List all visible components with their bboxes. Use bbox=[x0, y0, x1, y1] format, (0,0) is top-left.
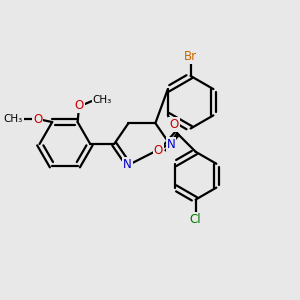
Text: N: N bbox=[123, 158, 132, 171]
Text: Br: Br bbox=[184, 50, 197, 63]
Text: Cl: Cl bbox=[190, 213, 202, 226]
Text: O: O bbox=[154, 143, 163, 157]
Text: O: O bbox=[169, 118, 178, 131]
Text: O: O bbox=[74, 99, 84, 112]
Text: N: N bbox=[167, 137, 175, 151]
Text: O: O bbox=[33, 112, 43, 126]
Text: CH₃: CH₃ bbox=[4, 114, 23, 124]
Text: CH₃: CH₃ bbox=[93, 95, 112, 105]
